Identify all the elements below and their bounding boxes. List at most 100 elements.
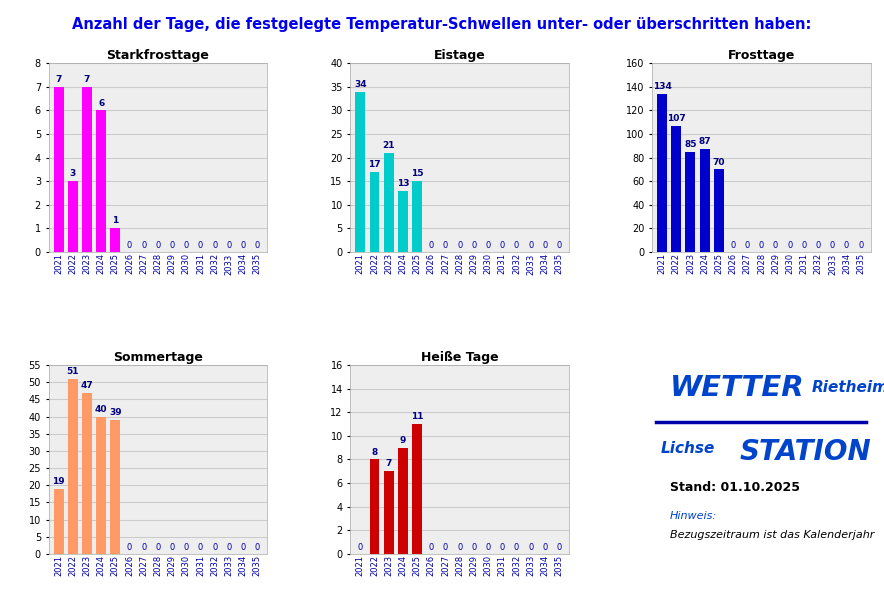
Bar bbox=[110, 420, 120, 554]
Bar bbox=[657, 94, 667, 252]
Text: 0: 0 bbox=[443, 543, 448, 552]
Text: 0: 0 bbox=[212, 543, 217, 552]
Text: 0: 0 bbox=[514, 543, 519, 552]
Title: Starkfrosttage: Starkfrosttage bbox=[106, 49, 210, 62]
Text: 0: 0 bbox=[802, 241, 806, 250]
Title: Heiße Tage: Heiße Tage bbox=[421, 351, 499, 364]
Text: 0: 0 bbox=[528, 241, 533, 250]
Text: 0: 0 bbox=[528, 543, 533, 552]
Bar bbox=[412, 424, 422, 554]
Text: 0: 0 bbox=[485, 241, 491, 250]
Text: 0: 0 bbox=[127, 241, 133, 250]
Bar bbox=[398, 191, 408, 252]
Text: 0: 0 bbox=[830, 241, 835, 250]
Bar bbox=[370, 172, 379, 252]
Text: 0: 0 bbox=[844, 241, 850, 250]
Text: 0: 0 bbox=[156, 543, 161, 552]
Text: 0: 0 bbox=[816, 241, 821, 250]
Bar bbox=[384, 153, 393, 252]
Text: 0: 0 bbox=[744, 241, 750, 250]
Bar bbox=[96, 417, 106, 554]
Text: 0: 0 bbox=[240, 543, 246, 552]
Text: 107: 107 bbox=[667, 114, 686, 123]
Text: Anzahl der Tage, die festgelegte Temperatur-Schwellen unter- oder überschritten : Anzahl der Tage, die festgelegte Tempera… bbox=[72, 17, 812, 32]
Text: 9: 9 bbox=[400, 436, 406, 445]
Text: Bezugszeitraum ist das Kalenderjahr: Bezugszeitraum ist das Kalenderjahr bbox=[669, 530, 874, 540]
Bar bbox=[384, 471, 393, 554]
Title: Sommertage: Sommertage bbox=[113, 351, 203, 364]
Text: 47: 47 bbox=[80, 380, 94, 389]
Text: 0: 0 bbox=[556, 241, 561, 250]
Text: Rietheim: Rietheim bbox=[812, 380, 884, 396]
Title: Eistage: Eistage bbox=[434, 49, 485, 62]
Text: 87: 87 bbox=[698, 137, 711, 146]
Text: 0: 0 bbox=[170, 543, 175, 552]
Text: Hinweis:: Hinweis: bbox=[669, 511, 717, 521]
Text: 51: 51 bbox=[66, 367, 79, 376]
Text: 0: 0 bbox=[542, 543, 547, 552]
Bar bbox=[96, 110, 106, 252]
Text: 0: 0 bbox=[499, 543, 505, 552]
Bar bbox=[68, 379, 78, 554]
Text: 21: 21 bbox=[383, 141, 395, 150]
Text: 134: 134 bbox=[652, 82, 672, 91]
Text: 0: 0 bbox=[471, 241, 476, 250]
Text: 17: 17 bbox=[368, 160, 381, 169]
Text: 7: 7 bbox=[84, 75, 90, 84]
Text: 7: 7 bbox=[56, 75, 62, 84]
Text: 0: 0 bbox=[514, 241, 519, 250]
Text: 0: 0 bbox=[471, 543, 476, 552]
Text: 85: 85 bbox=[684, 140, 697, 149]
Text: 0: 0 bbox=[858, 241, 864, 250]
Bar bbox=[54, 87, 64, 252]
Text: 0: 0 bbox=[212, 241, 217, 250]
Text: 0: 0 bbox=[358, 543, 363, 552]
Text: 0: 0 bbox=[184, 543, 189, 552]
Text: 3: 3 bbox=[70, 169, 76, 178]
Text: 6: 6 bbox=[98, 99, 104, 108]
Text: 0: 0 bbox=[255, 543, 260, 552]
Text: 0: 0 bbox=[556, 543, 561, 552]
Bar bbox=[68, 181, 78, 252]
Bar bbox=[82, 393, 92, 554]
Text: 0: 0 bbox=[429, 241, 434, 250]
Text: 0: 0 bbox=[141, 543, 147, 552]
Text: Stand: 01.10.2025: Stand: 01.10.2025 bbox=[669, 481, 800, 494]
Text: 70: 70 bbox=[713, 158, 725, 167]
Bar bbox=[82, 87, 92, 252]
Bar bbox=[54, 489, 64, 554]
Text: 0: 0 bbox=[240, 241, 246, 250]
Text: 0: 0 bbox=[156, 241, 161, 250]
Text: 0: 0 bbox=[773, 241, 778, 250]
Text: 19: 19 bbox=[52, 477, 65, 486]
Bar bbox=[110, 228, 120, 252]
Text: 0: 0 bbox=[141, 241, 147, 250]
Text: 0: 0 bbox=[198, 543, 203, 552]
Text: 39: 39 bbox=[109, 408, 122, 417]
Text: 34: 34 bbox=[354, 79, 367, 88]
Text: 13: 13 bbox=[397, 179, 409, 188]
Text: 0: 0 bbox=[485, 543, 491, 552]
Bar bbox=[412, 181, 422, 252]
Text: 11: 11 bbox=[411, 412, 423, 421]
Text: 0: 0 bbox=[184, 241, 189, 250]
Text: 0: 0 bbox=[457, 241, 462, 250]
Text: 7: 7 bbox=[385, 459, 392, 468]
Bar bbox=[370, 459, 379, 554]
Text: 0: 0 bbox=[457, 543, 462, 552]
Text: 0: 0 bbox=[127, 543, 133, 552]
Bar bbox=[714, 169, 724, 252]
Text: 0: 0 bbox=[499, 241, 505, 250]
Bar bbox=[671, 126, 682, 252]
Text: STATION: STATION bbox=[740, 438, 872, 466]
Text: 40: 40 bbox=[95, 405, 107, 414]
Text: WETTER: WETTER bbox=[669, 374, 804, 402]
Text: 0: 0 bbox=[730, 241, 735, 250]
Text: 0: 0 bbox=[787, 241, 792, 250]
Text: 0: 0 bbox=[443, 241, 448, 250]
Text: 15: 15 bbox=[411, 169, 423, 178]
Text: Lichse: Lichse bbox=[661, 441, 715, 456]
Text: 1: 1 bbox=[112, 217, 118, 226]
Text: 0: 0 bbox=[255, 241, 260, 250]
Text: 0: 0 bbox=[198, 241, 203, 250]
